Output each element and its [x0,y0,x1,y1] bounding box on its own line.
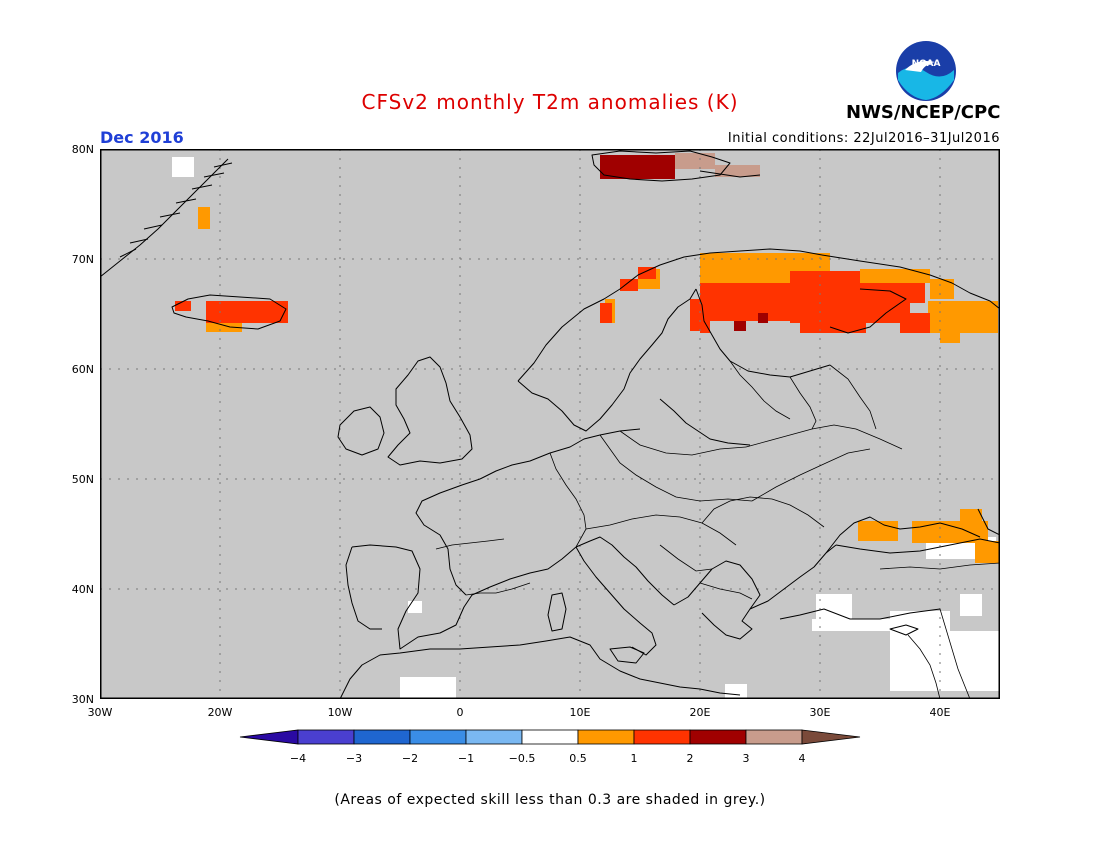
lat-label-60n: 60N [71,363,94,376]
colorbar-label: 2 [686,752,694,765]
colorbar-swatch [577,729,635,745]
lon-label-30w: 30W [87,706,113,719]
colorbar [239,729,861,745]
colorbar-label: −4 [289,752,307,765]
skill-note: (Areas of expected skill less than 0.3 a… [334,792,766,808]
noaa-logo-text: NOAA [912,59,941,69]
colorbar-label: −2 [401,752,419,765]
lat-lon-grid [100,149,1000,699]
colorbar-label: 3 [742,752,750,765]
lon-label-10w: 10W [327,706,353,719]
map-frame [100,149,1000,699]
lon-label-30e: 30E [809,706,831,719]
noaa-logo: NOAA [896,41,956,101]
country-borders [435,360,1000,699]
colorbar-swatch [521,729,579,745]
lon-label-40e: 40E [929,706,951,719]
colorbar-swatch [353,729,411,745]
lon-label-10e: 10E [569,706,591,719]
colorbar-swatch [297,729,355,745]
lat-label-40n: 40N [71,583,94,596]
colorbar-swatch [409,729,467,745]
colorbar-label: 4 [798,752,806,765]
coastlines [100,150,1000,699]
colorbar-swatch [633,729,691,745]
lon-label-0: 0 [456,706,464,719]
colorbar-arrow-low [239,729,299,745]
anomaly-1-2 [175,267,930,333]
lat-label-30n: 30N [71,693,94,706]
lon-label-20w: 20W [207,706,233,719]
colorbar-swatch [465,729,523,745]
colorbar-label: −0.5 [508,752,536,765]
anomaly-2-3 [600,155,768,331]
low-skill-background [100,149,1000,699]
lon-label-20e: 20E [689,706,711,719]
initial-conditions: Initial conditions: 22Jul2016–31Jul2016 [727,131,1000,146]
agency-label: NWS/NCEP/CPC [846,102,1001,123]
colorbar-label: −1 [457,752,475,765]
colorbar-label: 0.5 [569,752,587,765]
europe-anomaly-map [100,149,1000,699]
lat-label-70n: 70N [71,253,94,266]
colorbar-swatch [745,729,803,745]
colorbar-swatch [689,729,747,745]
lat-label-80n: 80N [71,143,94,156]
colorbar-label: 1 [630,752,638,765]
map-title: CFSv2 monthly T2m anomalies (K) [361,90,739,114]
colorbar-arrow-high [801,729,861,745]
forecast-period: Dec 2016 [100,128,184,147]
lat-label-50n: 50N [71,473,94,486]
colorbar-label: −3 [345,752,363,765]
